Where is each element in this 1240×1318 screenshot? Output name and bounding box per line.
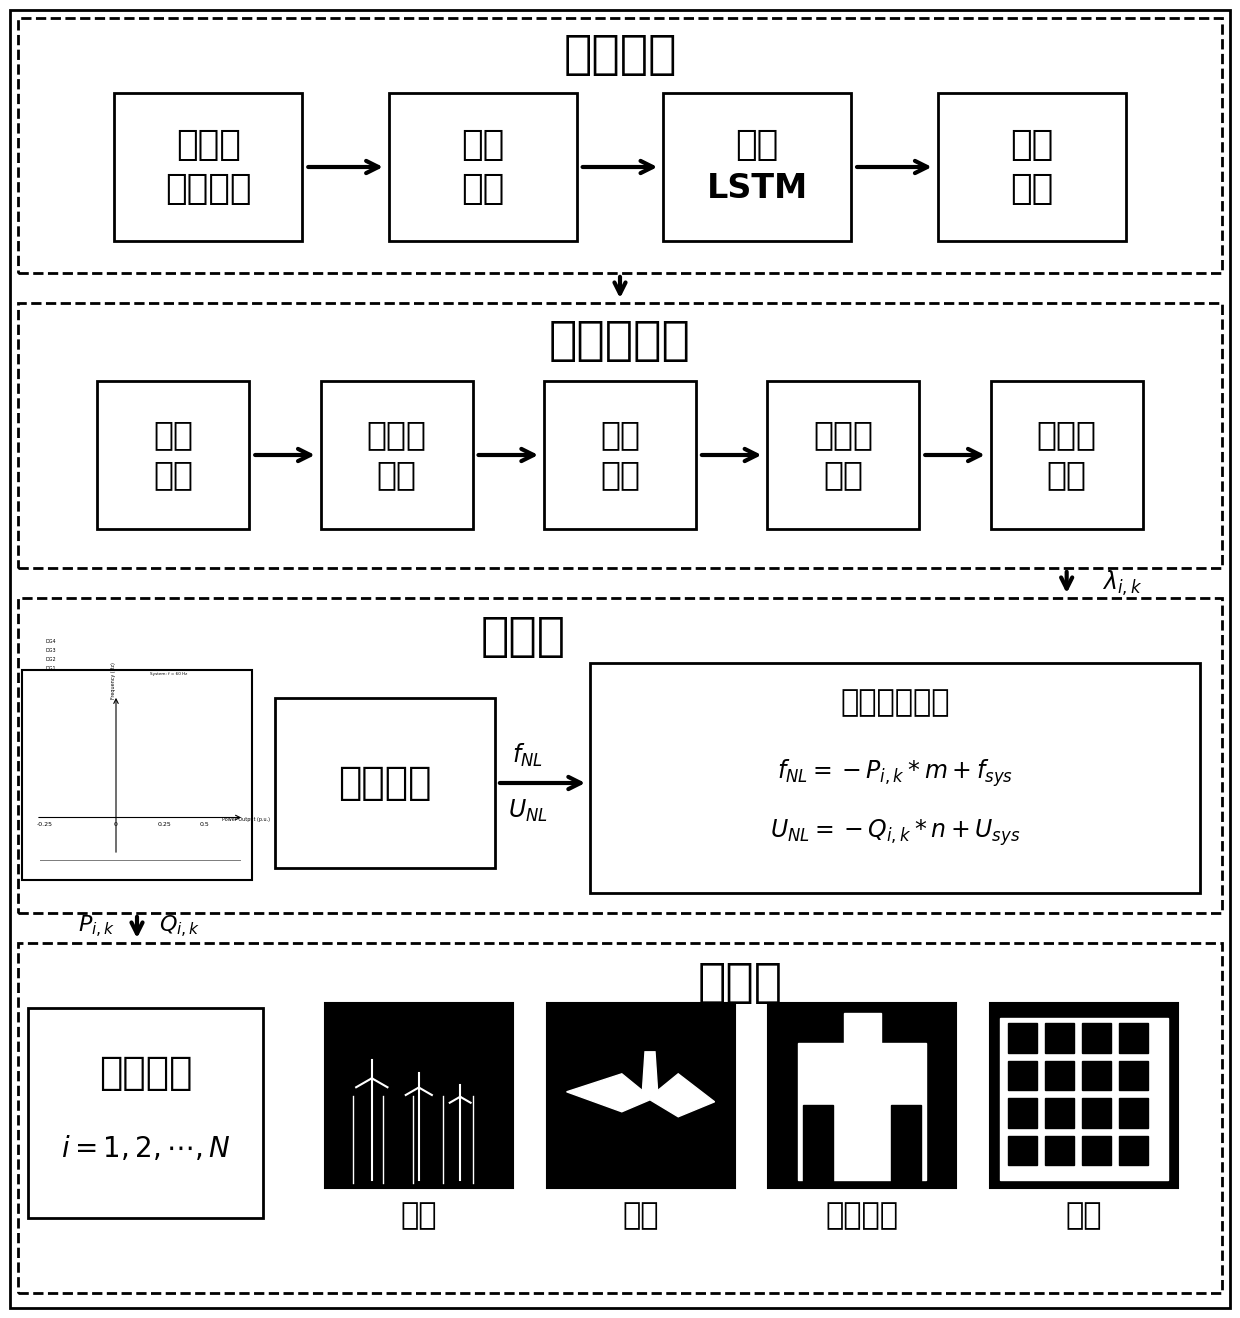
Text: 一致性: 一致性 xyxy=(367,419,427,452)
Polygon shape xyxy=(1083,1098,1111,1127)
Polygon shape xyxy=(1120,1136,1148,1165)
Text: 协议: 协议 xyxy=(823,459,863,492)
Text: $i=1,2,\cdots,N$: $i=1,2,\cdots,N$ xyxy=(61,1133,231,1162)
Polygon shape xyxy=(892,1104,921,1182)
Text: 迭代: 迭代 xyxy=(1047,459,1086,492)
Bar xyxy=(275,699,495,869)
Polygon shape xyxy=(843,1014,882,1043)
Bar xyxy=(389,94,577,241)
Text: 燃气轮机: 燃气轮机 xyxy=(826,1202,899,1231)
Bar xyxy=(22,670,252,880)
Text: 0.5: 0.5 xyxy=(200,821,208,826)
Bar xyxy=(547,1003,734,1188)
Text: DG3: DG3 xyxy=(45,648,56,652)
Bar xyxy=(19,303,1221,568)
Polygon shape xyxy=(1008,1136,1037,1165)
Polygon shape xyxy=(1083,1061,1111,1090)
Text: 0: 0 xyxy=(114,821,118,826)
Bar xyxy=(991,381,1143,529)
Text: $P_{i,k}$: $P_{i,k}$ xyxy=(78,913,115,940)
Polygon shape xyxy=(567,1074,714,1116)
Text: 训练: 训练 xyxy=(735,128,779,162)
Text: DG2: DG2 xyxy=(45,656,56,662)
Polygon shape xyxy=(1083,1023,1111,1053)
Text: 优化分配层: 优化分配层 xyxy=(549,319,691,364)
Polygon shape xyxy=(1008,1061,1037,1090)
Text: 光伏: 光伏 xyxy=(622,1202,658,1231)
Text: 数据获取: 数据获取 xyxy=(165,173,252,206)
Text: 一致性: 一致性 xyxy=(813,419,873,452)
Bar xyxy=(29,1008,263,1218)
Bar xyxy=(768,381,919,529)
Bar xyxy=(19,18,1221,273)
Text: $U_{NL}=-Q_{i,k}*n+U_{sys}$: $U_{NL}=-Q_{i,k}*n+U_{sys}$ xyxy=(770,817,1021,849)
Polygon shape xyxy=(1120,1098,1148,1127)
Polygon shape xyxy=(1045,1098,1074,1127)
Bar xyxy=(544,381,696,529)
Text: System: f = 60 Hz: System: f = 60 Hz xyxy=(150,672,187,676)
Polygon shape xyxy=(1008,1023,1037,1053)
Text: 设备层: 设备层 xyxy=(698,961,782,1006)
Bar xyxy=(937,94,1126,241)
Text: 变量: 变量 xyxy=(377,459,417,492)
Bar xyxy=(19,942,1221,1293)
Text: $\lambda_{i,k}$: $\lambda_{i,k}$ xyxy=(1101,568,1142,597)
Bar xyxy=(321,381,472,529)
Text: 风机: 风机 xyxy=(401,1202,436,1231)
Bar xyxy=(769,1003,956,1188)
Text: 权重: 权重 xyxy=(600,459,640,492)
Text: 水电: 水电 xyxy=(1066,1202,1102,1231)
Text: 控制层: 控制层 xyxy=(481,616,567,660)
Polygon shape xyxy=(642,1052,658,1097)
Text: 优化: 优化 xyxy=(154,419,193,452)
Text: 预测: 预测 xyxy=(1009,173,1053,206)
Polygon shape xyxy=(1008,1098,1037,1127)
Bar xyxy=(590,663,1200,894)
Polygon shape xyxy=(1083,1136,1111,1165)
Text: 数据: 数据 xyxy=(461,128,505,162)
Text: 模型: 模型 xyxy=(154,459,193,492)
Bar xyxy=(19,598,1221,913)
Polygon shape xyxy=(1045,1023,1074,1053)
Text: Frequency (Hz): Frequency (Hz) xyxy=(110,662,115,699)
Text: $Q_{i,k}$: $Q_{i,k}$ xyxy=(159,913,201,940)
Text: $f_{NL}=-P_{i,k}*m+f_{sys}$: $f_{NL}=-P_{i,k}*m+f_{sys}$ xyxy=(777,757,1013,789)
Text: DG4: DG4 xyxy=(45,639,56,645)
Text: 发电设备: 发电设备 xyxy=(99,1054,192,1093)
Polygon shape xyxy=(1120,1023,1148,1053)
Text: Power Output (p.u.): Power Output (p.u.) xyxy=(222,816,270,821)
Bar xyxy=(114,94,303,241)
Text: 发电预测: 发电预测 xyxy=(563,33,677,79)
Polygon shape xyxy=(1045,1061,1074,1090)
Text: 分布式: 分布式 xyxy=(1037,419,1096,452)
Text: -0.25: -0.25 xyxy=(37,821,53,826)
Bar xyxy=(325,1003,513,1188)
Polygon shape xyxy=(1120,1061,1148,1090)
Polygon shape xyxy=(799,1043,926,1180)
Bar xyxy=(663,94,851,241)
Text: 0.25: 0.25 xyxy=(157,821,171,826)
Text: $U_{NL}$: $U_{NL}$ xyxy=(507,797,547,824)
Polygon shape xyxy=(804,1104,833,1182)
Polygon shape xyxy=(1001,1017,1168,1180)
Text: 多类型: 多类型 xyxy=(176,128,241,162)
Bar xyxy=(991,1003,1178,1188)
Text: LSTM: LSTM xyxy=(707,173,807,206)
Text: 空载参数调整: 空载参数调整 xyxy=(841,688,950,717)
Text: DG1: DG1 xyxy=(45,666,56,671)
Text: 通信: 通信 xyxy=(600,419,640,452)
Text: $f_{NL}$: $f_{NL}$ xyxy=(512,742,543,768)
Text: 处理: 处理 xyxy=(461,173,505,206)
Polygon shape xyxy=(1045,1136,1074,1165)
Text: 下垂控制: 下垂控制 xyxy=(339,764,432,801)
Bar xyxy=(97,381,249,529)
Text: 本地: 本地 xyxy=(1009,128,1053,162)
